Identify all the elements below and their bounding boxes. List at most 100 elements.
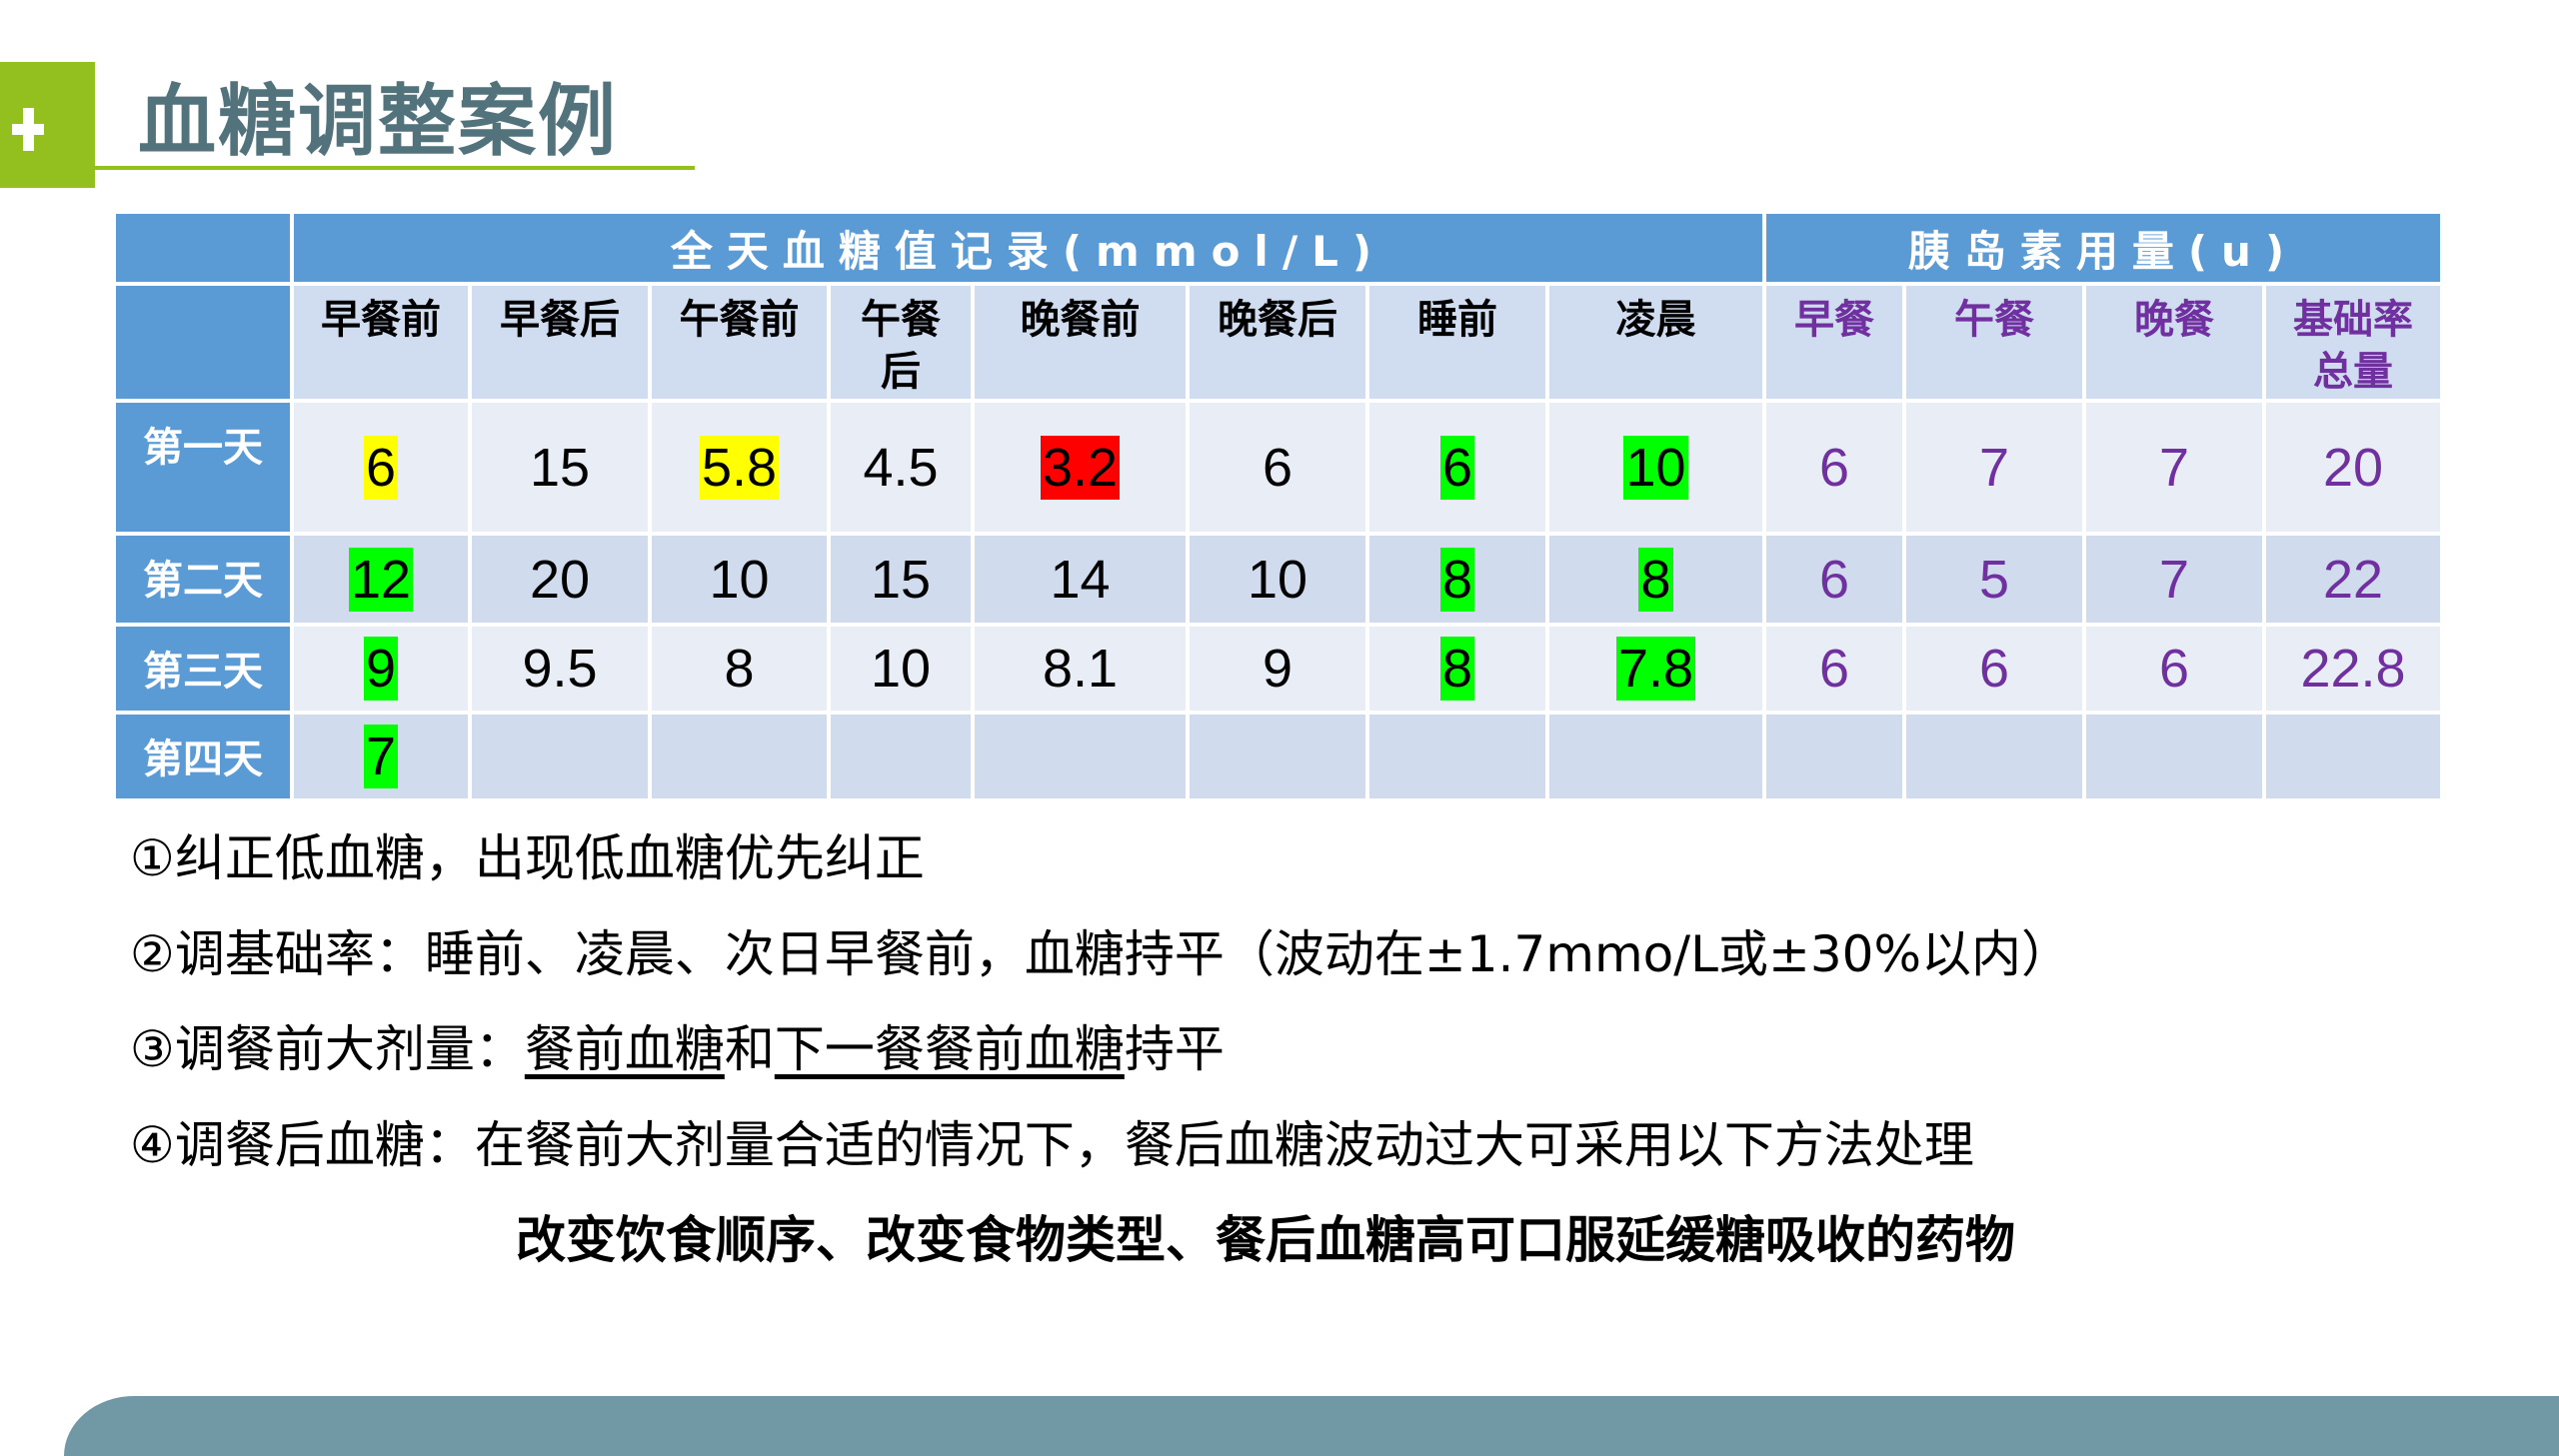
cell-value: 8 — [1638, 547, 1673, 612]
cell-value: 9.5 — [522, 639, 598, 699]
column-header: 午餐前 — [652, 286, 831, 403]
footer-bar — [64, 1396, 2559, 1456]
cell-value: 9 — [363, 637, 399, 701]
table-cell: 8.1 — [975, 627, 1190, 715]
row-label: 第二天 — [116, 536, 294, 627]
table-cell: 8 — [1369, 627, 1549, 715]
cell-value: 20 — [2322, 437, 2384, 498]
cell-value: 22.8 — [2300, 639, 2406, 699]
cell-value: 6 — [1439, 435, 1475, 500]
cell-value: 8 — [1439, 637, 1475, 701]
cell-value: 6 — [1818, 639, 1850, 699]
table-cell: 7 — [1906, 403, 2086, 536]
column-header: 早餐 — [1766, 286, 1906, 403]
table-cell — [831, 715, 975, 802]
cell-value: 15 — [529, 437, 591, 498]
cell-value: 8.1 — [1042, 639, 1119, 699]
cell-value: 6 — [1262, 437, 1293, 498]
table-cell: 3.2 — [975, 403, 1190, 536]
cell-value: 9 — [1262, 639, 1293, 699]
cell-value: 4.5 — [863, 437, 939, 498]
cell-value: 10 — [709, 549, 770, 610]
note-3-underlined-1: 餐前血糖 — [524, 1020, 725, 1078]
group-header-glucose: 全天血糖值记录(mmol/L) — [294, 214, 1766, 286]
table-cell: 8 — [652, 627, 831, 715]
cell-value: 3.2 — [1040, 435, 1121, 500]
table-cell: 14 — [975, 536, 1190, 627]
cell-value: 5 — [1978, 549, 2010, 610]
table-cell: 6 — [1766, 536, 1906, 627]
column-header: 早餐后 — [472, 286, 652, 403]
cell-value: 22 — [2322, 549, 2384, 610]
table-cell: 10 — [652, 536, 831, 627]
cell-value: 8 — [724, 639, 755, 699]
cell-value: 10 — [1623, 435, 1688, 500]
table-cell — [1190, 715, 1369, 802]
note-1: ①纠正低血糖，出现低血糖优先纠正 — [130, 829, 925, 887]
cell-value: 7 — [2158, 437, 2190, 498]
table-cell: 7 — [294, 715, 472, 802]
plus-icon — [0, 62, 95, 188]
cell-value: 20 — [529, 549, 591, 610]
title-underline — [95, 166, 695, 170]
column-header-text: 午餐后 — [861, 297, 941, 395]
cell-value: 6 — [2158, 639, 2190, 699]
cell-value: 7 — [363, 725, 399, 788]
cell-value: 6 — [363, 435, 399, 500]
table-cell: 4.5 — [831, 403, 975, 536]
table-cell: 6 — [1190, 403, 1369, 536]
column-header: 睡前 — [1369, 286, 1549, 403]
table-cell: 7 — [2086, 403, 2266, 536]
cell-value: 7 — [1978, 437, 2010, 498]
row-label: 第三天 — [116, 627, 294, 715]
cell-value: 10 — [1247, 549, 1308, 610]
note-3-suffix: 持平 — [1124, 1020, 1225, 1078]
note-3-prefix: ③调餐前大剂量： — [130, 1020, 525, 1078]
cell-value: 6 — [1978, 639, 2010, 699]
table-cell: 6 — [1906, 627, 2086, 715]
methods-text: 改变饮食顺序、改变食物类型、餐后血糖高可口服延缓糖吸收的药物 — [516, 1211, 2015, 1269]
table-cell: 12 — [294, 536, 472, 627]
table-cell: 6 — [2086, 627, 2266, 715]
table-cell — [975, 715, 1190, 802]
table-cell: 7.8 — [1549, 627, 1766, 715]
column-header: 午餐后 — [831, 286, 975, 403]
column-header: 晚餐 — [2086, 286, 2266, 403]
table-cell: 10 — [831, 627, 975, 715]
table-cell: 5 — [1906, 536, 2086, 627]
cell-value: 12 — [348, 547, 414, 612]
column-header-text: 基础率总量 — [2293, 297, 2413, 395]
table-cell: 20 — [472, 536, 652, 627]
column-header: 基础率总量 — [2266, 286, 2444, 403]
row-header-blank — [116, 286, 294, 403]
table-cell — [2086, 715, 2266, 802]
table-cell: 6 — [1766, 403, 1906, 536]
note-3-mid: 和 — [724, 1020, 775, 1078]
glucose-table: 全天血糖值记录(mmol/L) 胰岛素用量(u) 早餐前 早餐后 午餐前 午餐后 晚餐前 晚餐… — [116, 214, 2444, 802]
group-header-insulin: 胰岛素用量(u) — [1766, 214, 2444, 286]
table-cell — [652, 715, 831, 802]
table-cell — [1766, 715, 1906, 802]
table-cell: 10 — [1190, 536, 1369, 627]
cell-value: 10 — [870, 639, 932, 699]
table-cell — [472, 715, 652, 802]
table-cell — [2266, 715, 2444, 802]
row-label: 第四天 — [116, 715, 294, 802]
table-cell — [1906, 715, 2086, 802]
column-header: 晚餐前 — [975, 286, 1190, 403]
table-cell: 9 — [294, 627, 472, 715]
column-header: 凌晨 — [1549, 286, 1766, 403]
note-3: ③调餐前大剂量：餐前血糖和下一餐餐前血糖持平 — [130, 1019, 1225, 1079]
note-2: ②调基础率：睡前、凌晨、次日早餐前，血糖持平（波动在±1.7mmo/L或±30%… — [130, 925, 2071, 983]
cell-value: 7.8 — [1615, 637, 1696, 701]
column-header: 午餐 — [1906, 286, 2086, 403]
table-cell: 15 — [831, 536, 975, 627]
column-header: 晚餐后 — [1190, 286, 1369, 403]
cell-value: 7 — [2158, 549, 2190, 610]
table-cell: 8 — [1369, 536, 1549, 627]
table-cell: 8 — [1549, 536, 1766, 627]
cell-value: 6 — [1818, 549, 1850, 610]
table-cell: 6 — [294, 403, 472, 536]
table-cell — [1369, 715, 1549, 802]
row-label: 第一天 — [116, 403, 294, 536]
